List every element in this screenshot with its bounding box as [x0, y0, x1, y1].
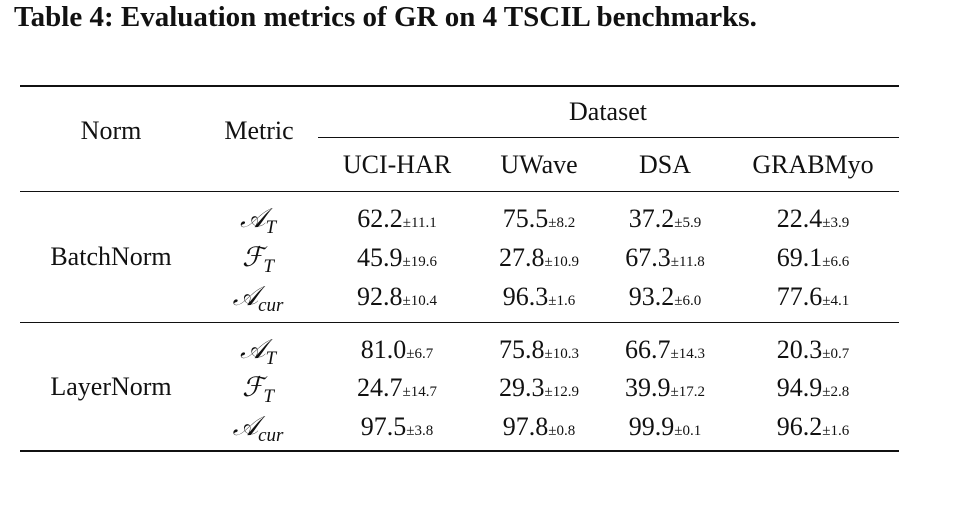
header-dataset: Dataset — [569, 97, 647, 126]
top-rule — [20, 85, 899, 87]
header-midrule — [20, 191, 899, 192]
metric-label: 𝒜cur — [232, 411, 284, 447]
table-cell: 96.3±1.6 — [502, 282, 576, 311]
table-cell: 37.2±5.9 — [628, 204, 702, 233]
table-cell: 94.9±2.8 — [776, 373, 850, 402]
table-cell: 99.9±0.1 — [628, 412, 702, 441]
table-cell: 77.6±4.1 — [776, 282, 850, 311]
header-dataset-uci-har: UCI-HAR — [342, 150, 452, 179]
metric-label: 𝒜cur — [232, 281, 284, 317]
table-cell: 29.3±12.9 — [499, 373, 579, 402]
table-cell: 62.2±11.1 — [357, 204, 437, 233]
table-cell: 96.2±1.6 — [776, 412, 850, 441]
metric-label: 𝒜T — [239, 203, 277, 239]
table-caption: Table 4: Evaluation metrics of GR on 4 T… — [14, 1, 757, 33]
table-cell: 97.5±3.8 — [360, 412, 434, 441]
table-cell: 45.9±19.6 — [357, 243, 437, 272]
table-cell: 27.8±10.9 — [499, 243, 579, 272]
header-norm: Norm — [80, 116, 142, 145]
table-cell: 39.9±17.2 — [625, 373, 705, 402]
header-dataset-dsa: DSA — [638, 150, 692, 179]
table-cell: 75.8±10.3 — [499, 335, 579, 364]
metric-label: ℱT — [242, 242, 274, 278]
table-cell: 66.7±14.3 — [625, 335, 705, 364]
table-cell: 81.0±6.7 — [360, 335, 434, 364]
header-metric: Metric — [224, 116, 294, 145]
table-cell: 92.8±10.4 — [357, 282, 437, 311]
table-cell: 69.1±6.6 — [776, 243, 850, 272]
metric-label: 𝒜T — [239, 334, 277, 370]
group-midrule — [20, 322, 899, 323]
table-cell: 67.3±11.8 — [625, 243, 705, 272]
header-dataset-uwave: UWave — [500, 150, 578, 179]
dataset-cmidrule — [318, 137, 899, 138]
header-dataset-grabmyo: GRABMyo — [752, 150, 874, 179]
table-cell: 97.8±0.8 — [502, 412, 576, 441]
group-layernorm-label: LayerNorm — [50, 372, 172, 401]
table-cell: 20.3±0.7 — [776, 335, 850, 364]
table-cell: 93.2±6.0 — [628, 282, 702, 311]
table-cell: 75.5±8.2 — [502, 204, 576, 233]
group-batchnorm-label: BatchNorm — [50, 242, 172, 271]
table-cell: 22.4±3.9 — [776, 204, 850, 233]
table-cell: 24.7±14.7 — [357, 373, 437, 402]
bottom-rule — [20, 450, 899, 452]
metric-label: ℱT — [242, 372, 274, 408]
